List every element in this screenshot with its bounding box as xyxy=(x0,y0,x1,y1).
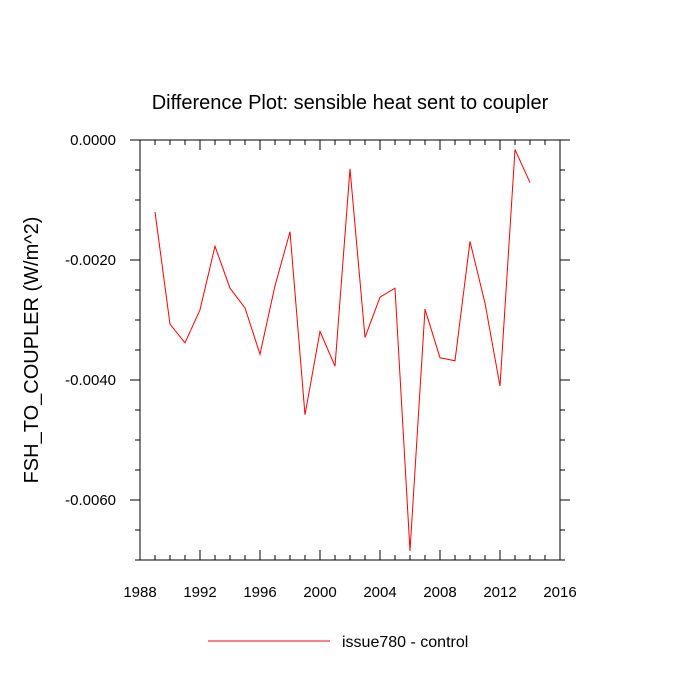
x-tick-label: 2004 xyxy=(363,584,396,601)
chart-title: Difference Plot: sensible heat sent to c… xyxy=(152,92,549,114)
x-tick-label: 2000 xyxy=(303,584,336,601)
series-line xyxy=(154,149,531,552)
x-tick-label: 1996 xyxy=(243,584,276,601)
series-group xyxy=(154,149,531,552)
y-tick-label: -0.0020 xyxy=(65,252,116,269)
y-tick-label: -0.0040 xyxy=(65,372,116,389)
x-tick-label: 2012 xyxy=(483,584,516,601)
y-axis-label: FSH_TO_COUPLER (W/m^2) xyxy=(21,217,43,484)
plot-frame xyxy=(139,139,561,561)
axis-ticks xyxy=(130,139,570,561)
x-tick-label: 2016 xyxy=(543,584,576,601)
y-tick-label: 0.0000 xyxy=(70,132,116,149)
x-tick-label: 1992 xyxy=(183,584,216,601)
tick-labels: 1988 1992 1996 2000 2004 2008 2012 2016 0.0000 -0… xyxy=(65,132,577,601)
x-tick-label: 2008 xyxy=(423,584,456,601)
x-tick-label: 1988 xyxy=(123,584,156,601)
legend: issue780 - control xyxy=(208,634,468,651)
legend-label: issue780 - control xyxy=(342,634,468,651)
y-tick-label: -0.0060 xyxy=(65,492,116,509)
